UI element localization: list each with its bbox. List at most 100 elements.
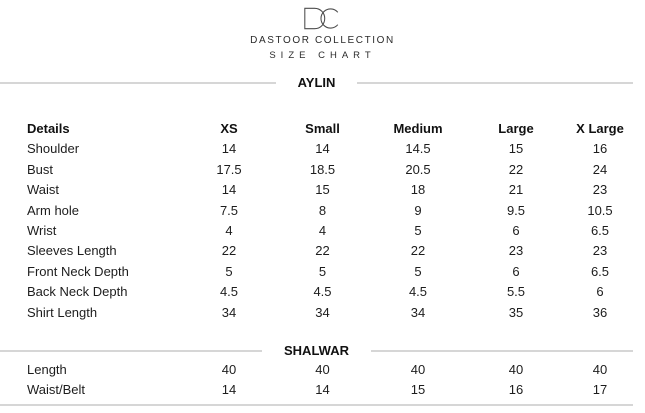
cell-value: 4 bbox=[225, 223, 233, 239]
cell-value: 14 bbox=[315, 141, 330, 157]
cell-value: 14 bbox=[315, 382, 330, 398]
table-row-shoulder: Shoulder 14 14 14.5 15 16 bbox=[27, 139, 635, 159]
cell-value: 5 bbox=[414, 263, 422, 279]
cell-value: 17.5 bbox=[216, 161, 242, 177]
cell-value: 8 bbox=[318, 202, 327, 218]
cell-value: 18.5 bbox=[309, 161, 336, 177]
cell-value: 14 bbox=[221, 141, 237, 157]
table-row-back-neck-depth: Back Neck Depth 4.5 4.5 4.5 5.5 6 bbox=[27, 282, 635, 302]
cell-value: 7.5 bbox=[219, 202, 239, 218]
brand-name: DASTOOR COLLECTION bbox=[250, 35, 395, 46]
cell-value: 16 bbox=[592, 141, 608, 157]
row-label: Sleeves Length bbox=[27, 243, 117, 259]
column-header-x-large: X Large bbox=[576, 121, 624, 136]
cell-value: 10.5 bbox=[587, 202, 613, 218]
table-row-front-neck-depth: Front Neck Depth 5 5 5 6 6.5 bbox=[27, 262, 635, 282]
cell-value: 5 bbox=[225, 263, 233, 279]
table-row-arm-hole: Arm hole 7.5 8 9 9.5 10.5 bbox=[27, 201, 635, 221]
cell-value: 15 bbox=[410, 382, 426, 398]
cell-value: 17 bbox=[592, 382, 608, 398]
column-header-medium: Medium bbox=[393, 121, 443, 136]
cell-value: 21 bbox=[508, 182, 524, 198]
cell-value: 18 bbox=[410, 182, 426, 198]
cell-value: 15 bbox=[315, 182, 330, 198]
cell-value: 5 bbox=[318, 263, 327, 279]
column-header-xs: XS bbox=[220, 121, 238, 136]
cell-value: 6 bbox=[512, 263, 520, 279]
row-label: Waist bbox=[27, 182, 60, 198]
cell-value: 40 bbox=[315, 362, 330, 378]
cell-value: 40 bbox=[410, 362, 426, 378]
cell-value: 40 bbox=[592, 362, 608, 378]
cell-value: 22 bbox=[410, 243, 426, 259]
table-row-wrist: Wrist 4 4 5 6 6.5 bbox=[27, 221, 635, 241]
cell-value: 6 bbox=[512, 223, 520, 239]
row-label: Back Neck Depth bbox=[27, 284, 128, 300]
cell-value: 22 bbox=[221, 243, 237, 259]
cell-value: 23 bbox=[592, 243, 608, 259]
row-label: Waist/Belt bbox=[27, 382, 86, 398]
cell-value: 14 bbox=[221, 382, 237, 398]
aylin-header-row: Details XS Small Medium Large X Large bbox=[27, 119, 635, 139]
column-header-details: Details bbox=[27, 121, 70, 136]
divider-line-right bbox=[371, 349, 633, 352]
cell-value: 15 bbox=[508, 141, 524, 157]
section-divider-aylin: AYLIN bbox=[0, 74, 633, 91]
cell-value: 14 bbox=[221, 182, 237, 198]
chart-subtitle: SIZE CHART bbox=[269, 50, 376, 61]
aylin-size-table: Details XS Small Medium Large X Large Sh… bbox=[27, 119, 635, 323]
cell-value: 6 bbox=[596, 284, 604, 300]
shalwar-size-table: Length 40 40 40 40 40 Waist/Belt 14 14 1… bbox=[27, 360, 635, 401]
cell-value: 36 bbox=[592, 304, 608, 320]
cell-value: 5.5 bbox=[506, 284, 526, 300]
section-title-aylin: AYLIN bbox=[297, 75, 336, 90]
cell-value: 20.5 bbox=[405, 161, 431, 177]
cell-value: 6.5 bbox=[590, 263, 610, 279]
row-label: Shoulder bbox=[27, 141, 80, 157]
table-row-length: Length 40 40 40 40 40 bbox=[27, 360, 635, 380]
cell-value: 4 bbox=[318, 223, 327, 239]
section-divider-shalwar: SHALWAR bbox=[0, 342, 633, 359]
bottom-divider bbox=[0, 403, 633, 406]
table-row-bust: Bust 17.5 18.5 20.5 22 24 bbox=[27, 160, 635, 180]
cell-value: 22 bbox=[315, 243, 330, 259]
cell-value: 4.5 bbox=[219, 284, 239, 300]
section-title-shalwar: SHALWAR bbox=[284, 343, 349, 359]
brand-header: DASTOOR COLLECTION SIZE CHART bbox=[0, 0, 645, 62]
dc-monogram-icon bbox=[0, 7, 645, 30]
cell-value: 22 bbox=[508, 161, 524, 177]
cell-value: 5 bbox=[414, 223, 422, 239]
cell-value: 23 bbox=[508, 243, 524, 259]
column-header-large: Large bbox=[498, 121, 534, 136]
row-label: Arm hole bbox=[27, 202, 80, 218]
row-label: Wrist bbox=[27, 223, 57, 239]
table-row-sleeves-length: Sleeves Length 22 22 22 23 23 bbox=[27, 241, 635, 261]
divider-line-right bbox=[357, 81, 633, 84]
cell-value: 4.5 bbox=[408, 284, 428, 300]
table-row-shirt-length: Shirt Length 34 34 34 35 36 bbox=[27, 303, 635, 323]
cell-value: 40 bbox=[508, 362, 524, 378]
cell-value: 24 bbox=[592, 161, 608, 177]
divider-line-left bbox=[0, 81, 276, 84]
cell-value: 34 bbox=[221, 304, 237, 320]
cell-value: 35 bbox=[508, 304, 524, 320]
column-header-small: Small bbox=[305, 121, 340, 136]
cell-value: 9 bbox=[414, 202, 422, 218]
cell-value: 16 bbox=[508, 382, 524, 398]
cell-value: 34 bbox=[410, 304, 426, 320]
table-row-waist-belt: Waist/Belt 14 14 15 16 17 bbox=[27, 380, 635, 400]
divider-line-left bbox=[0, 349, 262, 352]
cell-value: 9.5 bbox=[506, 202, 526, 218]
row-label: Front Neck Depth bbox=[27, 263, 129, 279]
cell-value: 40 bbox=[221, 362, 237, 378]
cell-value: 4.5 bbox=[313, 284, 332, 300]
row-label: Shirt Length bbox=[27, 304, 98, 320]
cell-value: 34 bbox=[315, 304, 330, 320]
cell-value: 23 bbox=[592, 182, 608, 198]
row-label: Length bbox=[27, 362, 67, 378]
cell-value: 14.5 bbox=[405, 141, 431, 157]
row-label: Bust bbox=[27, 161, 54, 177]
table-row-waist: Waist 14 15 18 21 23 bbox=[27, 180, 635, 200]
cell-value: 6.5 bbox=[590, 223, 610, 239]
